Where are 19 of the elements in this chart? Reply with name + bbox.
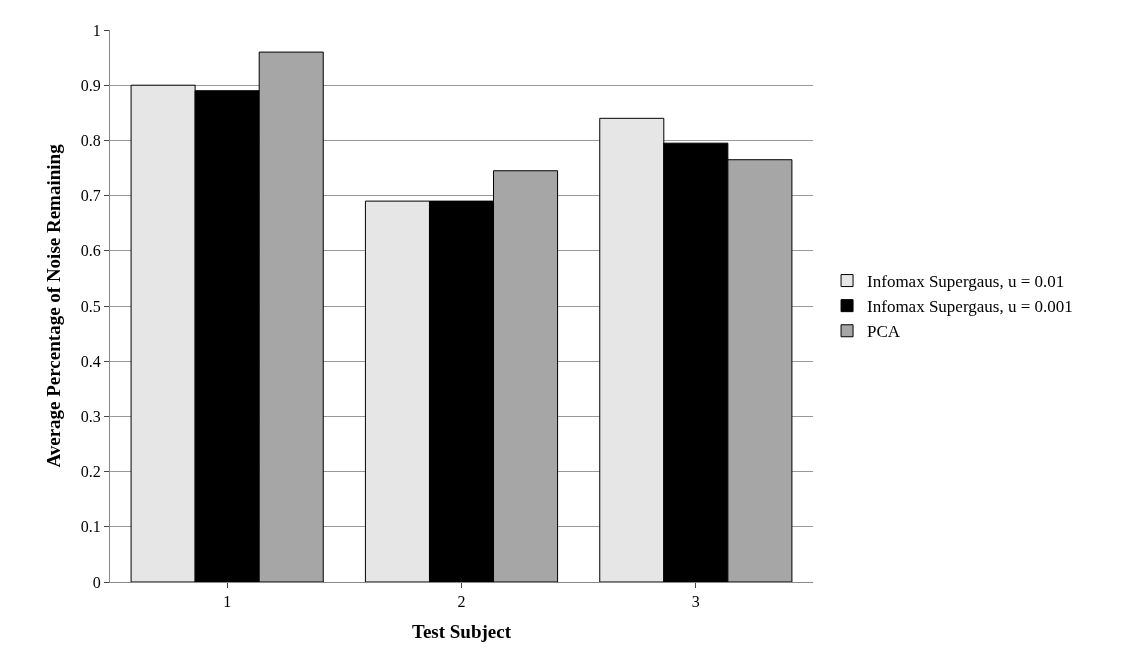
y-tick-label: 0: [92, 573, 101, 591]
y-tick-label: 0.4: [80, 352, 101, 370]
y-tick-label: 0.1: [80, 518, 101, 536]
y-tick-label: 0.7: [80, 187, 101, 205]
x-tick-label: 2: [457, 593, 466, 611]
y-tick-label: 0.6: [80, 242, 101, 260]
x-tick-label: 1: [223, 593, 232, 611]
x-axis-title: Test Subject: [411, 621, 512, 642]
y-tick-label: 0.9: [80, 76, 101, 94]
y-tick-label: 0.3: [80, 408, 101, 425]
legend-label: PCA: [867, 322, 901, 342]
y-tick-label: 1: [92, 21, 101, 39]
y-tick-label: 0.8: [80, 132, 101, 149]
x-tick-label: 3: [691, 593, 700, 611]
y-tick-label: 0.5: [80, 297, 101, 315]
y-tick-label: 0.2: [80, 463, 101, 481]
legend-label: Infomax Supergaus, u = 0.001: [867, 297, 1073, 317]
legend-label: Infomax Supergaus, u = 0.01: [867, 272, 1065, 292]
y-axis-title: Average Percentage of Noise Remaining: [42, 143, 64, 468]
